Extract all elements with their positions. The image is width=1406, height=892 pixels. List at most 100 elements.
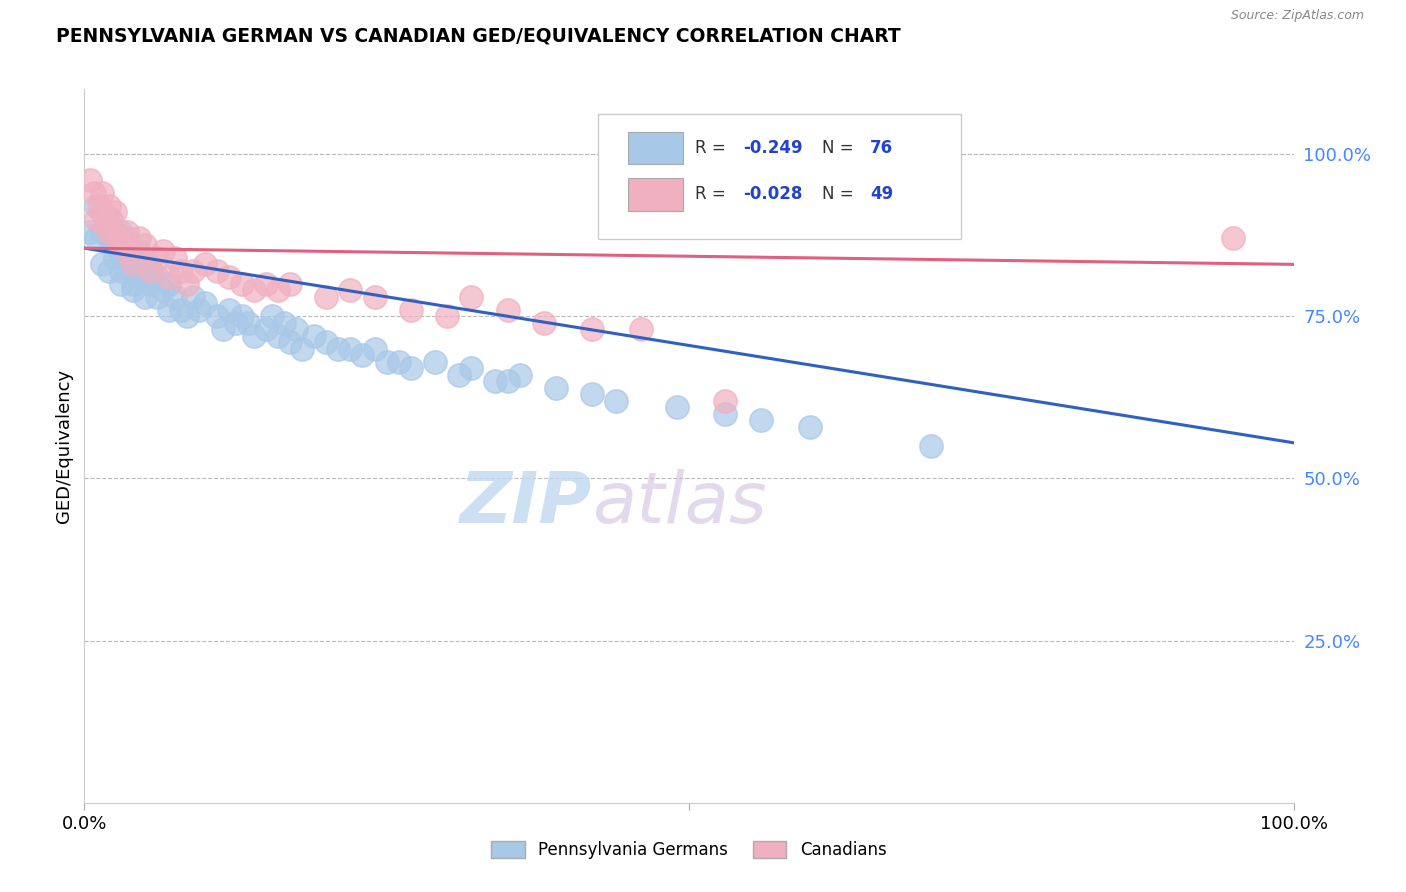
Point <box>423 354 446 368</box>
Point <box>1222 231 1244 245</box>
Point <box>134 251 156 265</box>
Point <box>110 225 132 239</box>
Point <box>714 407 737 421</box>
Point <box>375 354 398 368</box>
Point <box>436 310 458 324</box>
Point <box>134 238 156 252</box>
Point <box>533 316 555 330</box>
Point <box>110 238 132 252</box>
Point <box>104 251 127 265</box>
Point <box>225 316 247 330</box>
Point <box>352 348 374 362</box>
Text: PENNSYLVANIA GERMAN VS CANADIAN GED/EQUIVALENCY CORRELATION CHART: PENNSYLVANIA GERMAN VS CANADIAN GED/EQUI… <box>56 27 901 45</box>
Point <box>121 257 143 271</box>
Point <box>665 400 688 414</box>
Point <box>291 342 314 356</box>
Point <box>146 251 169 265</box>
Text: N =: N = <box>823 186 859 203</box>
Point <box>460 361 482 376</box>
Point <box>605 393 627 408</box>
Text: ZIP: ZIP <box>460 468 592 538</box>
Point <box>146 270 169 285</box>
Point <box>212 322 235 336</box>
Point <box>176 277 198 291</box>
Point <box>107 231 129 245</box>
Point <box>581 387 603 401</box>
Point <box>79 225 101 239</box>
Point <box>152 283 174 297</box>
Point <box>91 257 114 271</box>
Point <box>242 328 264 343</box>
Point <box>207 264 229 278</box>
Point <box>121 283 143 297</box>
Point <box>115 244 138 259</box>
Point <box>86 211 108 226</box>
Point <box>242 283 264 297</box>
Point <box>544 381 567 395</box>
Point <box>278 335 301 350</box>
Point <box>104 238 127 252</box>
Text: atlas: atlas <box>592 468 766 538</box>
Point <box>110 264 132 278</box>
Text: -0.028: -0.028 <box>744 186 803 203</box>
Point <box>751 413 773 427</box>
Point <box>315 335 337 350</box>
Point <box>231 310 253 324</box>
Point <box>176 310 198 324</box>
Point <box>91 186 114 200</box>
Point <box>139 277 162 291</box>
Point <box>218 302 240 317</box>
Text: Source: ZipAtlas.com: Source: ZipAtlas.com <box>1230 9 1364 22</box>
Text: N =: N = <box>823 139 859 157</box>
Point <box>273 316 295 330</box>
Point <box>110 231 132 245</box>
Point <box>115 225 138 239</box>
Point <box>496 302 519 317</box>
Point <box>97 264 120 278</box>
Point <box>152 244 174 259</box>
Point <box>128 270 150 285</box>
Point <box>97 199 120 213</box>
Point <box>121 244 143 259</box>
Text: -0.249: -0.249 <box>744 139 803 157</box>
Point <box>100 211 122 226</box>
Point <box>134 290 156 304</box>
Point <box>267 283 290 297</box>
Point <box>121 251 143 265</box>
Point <box>260 310 283 324</box>
Point <box>79 173 101 187</box>
Point <box>207 310 229 324</box>
Point <box>104 225 127 239</box>
Point <box>87 199 110 213</box>
Point <box>139 264 162 278</box>
Point <box>484 374 506 388</box>
Text: 49: 49 <box>870 186 894 203</box>
Point <box>339 283 361 297</box>
Point <box>581 322 603 336</box>
Text: R =: R = <box>695 186 731 203</box>
Point <box>188 302 211 317</box>
Point <box>254 277 277 291</box>
Point <box>157 302 180 317</box>
Point <box>218 270 240 285</box>
Point <box>254 322 277 336</box>
Point <box>165 290 187 304</box>
Point <box>920 439 942 453</box>
Point <box>630 322 652 336</box>
Point <box>157 270 180 285</box>
Point <box>714 393 737 408</box>
Point <box>496 374 519 388</box>
FancyBboxPatch shape <box>628 132 683 164</box>
Point <box>139 264 162 278</box>
Point <box>97 211 120 226</box>
Point <box>363 290 385 304</box>
Text: 76: 76 <box>870 139 893 157</box>
Point <box>157 277 180 291</box>
Point <box>388 354 411 368</box>
Point <box>799 419 821 434</box>
Point <box>83 186 105 200</box>
Point <box>165 251 187 265</box>
Point <box>110 277 132 291</box>
Point <box>399 361 422 376</box>
Point <box>86 231 108 245</box>
